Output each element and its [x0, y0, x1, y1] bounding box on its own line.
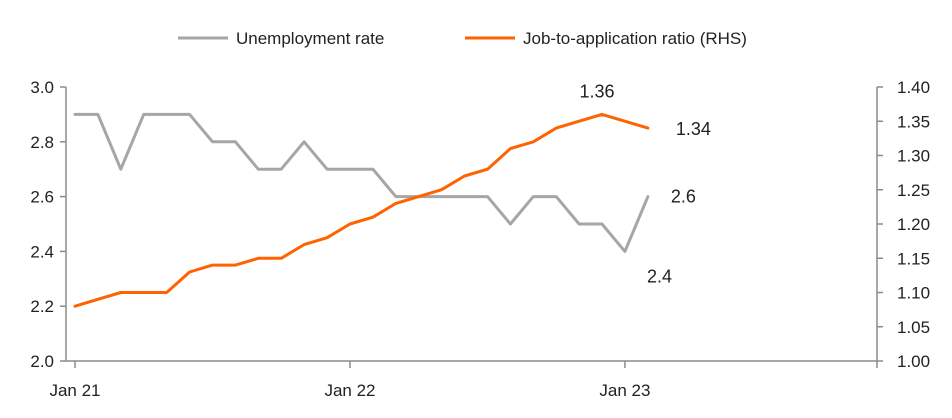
right-tick-label: 1.05 — [897, 318, 930, 337]
left-tick-label: 3.0 — [30, 78, 54, 97]
left-tick-label: 2.4 — [30, 242, 54, 261]
unemployment-rate-line — [73, 112, 650, 253]
left-tick-label: 2.0 — [30, 352, 54, 371]
left-tick-label: 2.8 — [30, 133, 54, 152]
data-label: 2.6 — [671, 187, 696, 207]
data-label: 1.36 — [580, 81, 615, 101]
right-tick-label: 1.30 — [897, 147, 930, 166]
legend-label: Unemployment rate — [236, 29, 384, 48]
x-tick-label: Jan 23 — [599, 381, 650, 400]
data-label: 1.34 — [676, 119, 711, 139]
right-tick-label: 1.10 — [897, 284, 930, 303]
right-tick-label: 1.15 — [897, 249, 930, 268]
legend-label: Job-to-application ratio (RHS) — [523, 29, 747, 48]
right-tick-label: 1.35 — [897, 112, 930, 131]
right-tick-label: 1.20 — [897, 215, 930, 234]
data-label: 2.4 — [647, 266, 672, 286]
right-tick-label: 1.25 — [897, 181, 930, 200]
job-to-application-ratio-line — [73, 112, 650, 308]
x-tick-label: Jan 21 — [49, 381, 100, 400]
right-tick-label: 1.40 — [897, 78, 930, 97]
left-tick-label: 2.2 — [30, 297, 54, 316]
x-tick-label: Jan 22 — [324, 381, 375, 400]
left-tick-label: 2.6 — [30, 188, 54, 207]
right-tick-label: 1.00 — [897, 352, 930, 371]
